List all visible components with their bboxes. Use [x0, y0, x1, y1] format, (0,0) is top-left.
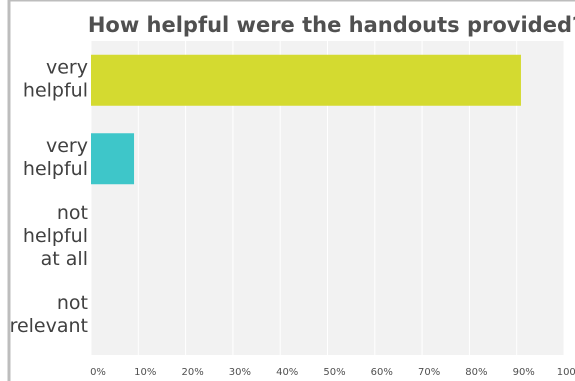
bar-2: [91, 133, 135, 185]
x-tick-label: 50%: [323, 367, 345, 378]
x-tick-label: 0%: [90, 367, 106, 378]
x-tick-label: 20%: [181, 367, 203, 378]
category-label-line: relevant: [10, 315, 88, 337]
category-label-line: helpful: [23, 79, 88, 101]
category-label-3: not helpful at all: [23, 202, 88, 270]
category-label-line: helpful: [23, 158, 88, 180]
x-tick-label: 60%: [371, 367, 393, 378]
x-tick-label: 70%: [418, 367, 440, 378]
category-label-line: helpful: [23, 225, 88, 247]
category-label-line: not: [57, 292, 88, 314]
category-label-1: very helpful: [23, 56, 88, 101]
chart-title: How helpful were the handouts provided?: [88, 13, 575, 37]
category-label-line: very: [46, 56, 88, 78]
x-tick-label: 90%: [513, 367, 535, 378]
x-tick-labels: 0% 10% 20% 30% 40% 50% 60% 70% 80% 90% 100%: [90, 367, 575, 378]
x-tick-label: 80%: [465, 367, 487, 378]
x-tick-label: 40%: [276, 367, 298, 378]
bars: [91, 54, 521, 185]
bar-1: [91, 54, 521, 106]
category-label-4: not relevant: [10, 292, 88, 337]
category-label-line: not: [57, 202, 88, 224]
x-tick-label: 10%: [134, 367, 156, 378]
x-tick-label: 30%: [229, 367, 251, 378]
category-label-2: very helpful: [23, 135, 88, 180]
category-label-line: very: [46, 135, 88, 157]
category-label-line: at all: [41, 248, 88, 270]
x-tick-label: 100%: [557, 367, 575, 378]
